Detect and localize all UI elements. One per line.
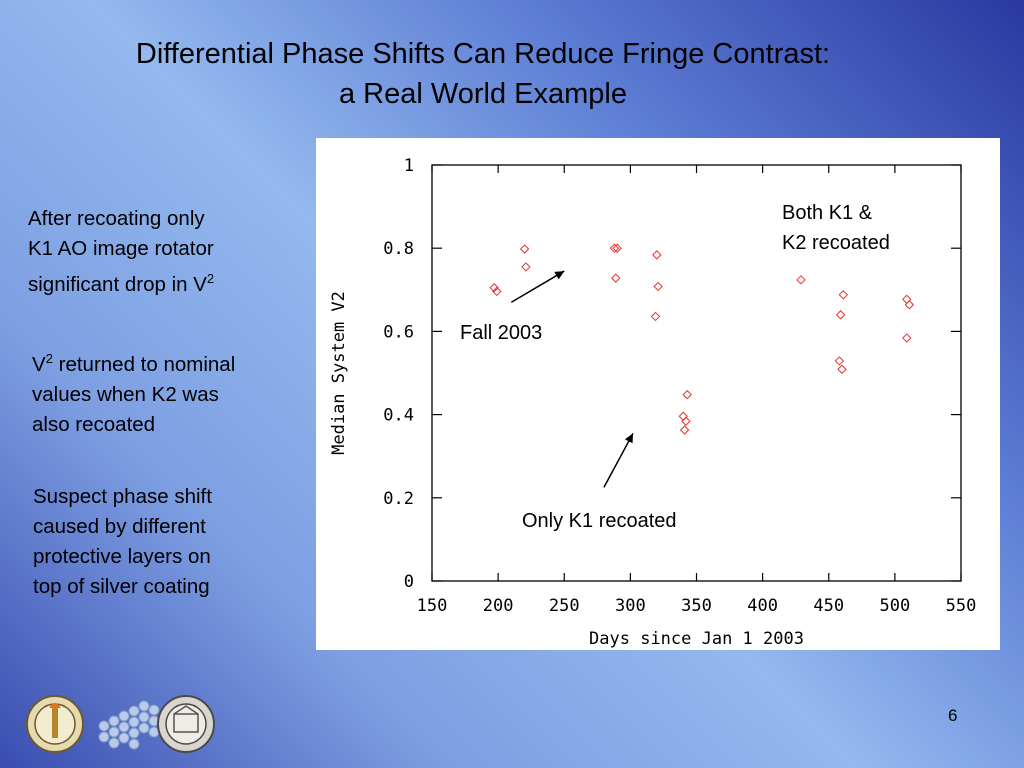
annotation-fall-2003: Fall 2003 — [460, 322, 543, 344]
slide-title-line-2: a Real World Example — [339, 78, 627, 110]
annotation-arrowhead — [624, 433, 634, 444]
data-point — [835, 310, 846, 320]
superscript: 2 — [206, 271, 215, 286]
scatter-chart: 150 200 250 300 350 400 450 500 550 0 0.2 0.4 0.6 0.8… — [329, 156, 977, 649]
y-tick-label: 0.8 — [383, 239, 414, 259]
data-point — [682, 389, 692, 400]
x-tick-label: 350 — [681, 596, 712, 616]
data-point — [837, 364, 847, 374]
bullet-line: Suspect phase shift — [33, 485, 212, 508]
data-point — [796, 275, 806, 285]
bullet-line: significant drop in V2 — [28, 264, 214, 300]
data-point — [521, 262, 531, 272]
bullet-line: caused by different — [33, 515, 206, 538]
bullet-line: also recoated — [32, 412, 156, 436]
slide-title-line-1: Differential Phase Shifts Can Reduce Fri… — [135, 38, 831, 70]
data-point — [834, 356, 845, 366]
y-tick-label: 1 — [404, 156, 414, 176]
data-point — [902, 333, 912, 343]
data-point — [904, 300, 915, 310]
x-tick-label: 200 — [483, 596, 514, 616]
data-point — [678, 411, 688, 421]
annotation-line: K2 recoated — [782, 232, 890, 254]
data-point — [838, 290, 849, 300]
y-tick-label: 0.4 — [383, 406, 414, 426]
data-point — [492, 286, 502, 297]
institution-logos — [26, 695, 215, 753]
bullet-v2-returned: V2 returned to nominal values when K2 wa… — [32, 344, 235, 440]
annotation-both-recoated: Both K1 & K2 recoated — [782, 198, 890, 258]
data-point — [681, 416, 691, 426]
data-point — [652, 250, 662, 260]
x-tick-label: 250 — [549, 596, 580, 616]
y-tick-label: 0 — [404, 572, 414, 592]
data-point — [679, 425, 690, 435]
bullet-phase-shift: Suspect phase shift caused by different … — [33, 482, 212, 602]
y-tick-label: 0.6 — [383, 322, 414, 342]
x-tick-label: 450 — [813, 596, 844, 616]
data-point — [650, 311, 661, 322]
data-point — [653, 281, 663, 292]
bullet-line: After recoating only — [28, 207, 205, 230]
annotation-arrow — [603, 432, 634, 488]
annotation-line: Both K1 & — [782, 202, 873, 224]
bullet-text: returned to nominal — [52, 352, 236, 376]
university-of-california-seal-icon — [157, 695, 215, 753]
page-number: 6 — [948, 706, 958, 725]
caltech-seal-icon — [26, 695, 84, 753]
bullet-line: V2 returned to nominal — [32, 344, 235, 380]
bullet-line: values when K2 was — [32, 382, 219, 406]
y-tick-label: 0.2 — [383, 489, 414, 509]
x-axis-label: Days since Jan 1 2003 — [589, 629, 804, 649]
data-point — [519, 244, 530, 254]
y-axis-label: Median System V2 — [329, 291, 349, 455]
bullet-line: protective layers on — [33, 545, 211, 568]
x-tick-label: 500 — [880, 596, 911, 616]
bullet-text: V — [32, 352, 46, 376]
x-tick-label: 300 — [615, 596, 646, 616]
annotation-arrowhead — [554, 271, 565, 280]
data-point — [902, 294, 912, 305]
annotation-only-k1: Only K1 recoated — [522, 510, 677, 532]
x-tick-label: 550 — [946, 596, 977, 616]
data-point — [611, 273, 621, 283]
data-point — [489, 283, 499, 293]
bullet-line: K1 AO image rotator — [28, 237, 214, 260]
scatter-plot-panel: 150 200 250 300 350 400 450 500 550 0 0.2 0.4 0.6 0.8… — [316, 138, 1000, 650]
x-tick-label: 400 — [747, 596, 778, 616]
keck-mirror-logo-icon — [98, 700, 160, 750]
data-point — [612, 243, 622, 253]
data-point — [609, 243, 620, 253]
slide-title: Differential Phase Shifts Can Reduce Fri… — [0, 34, 966, 114]
bullet-line: top of silver coating — [33, 575, 210, 598]
annotation-arrow — [510, 270, 565, 303]
bullet-recoating-k1: After recoating only K1 AO image rotator… — [28, 204, 214, 300]
bullet-text: significant drop in V — [28, 272, 207, 296]
x-tick-label: 150 — [417, 596, 448, 616]
superscript: 2 — [45, 351, 53, 366]
